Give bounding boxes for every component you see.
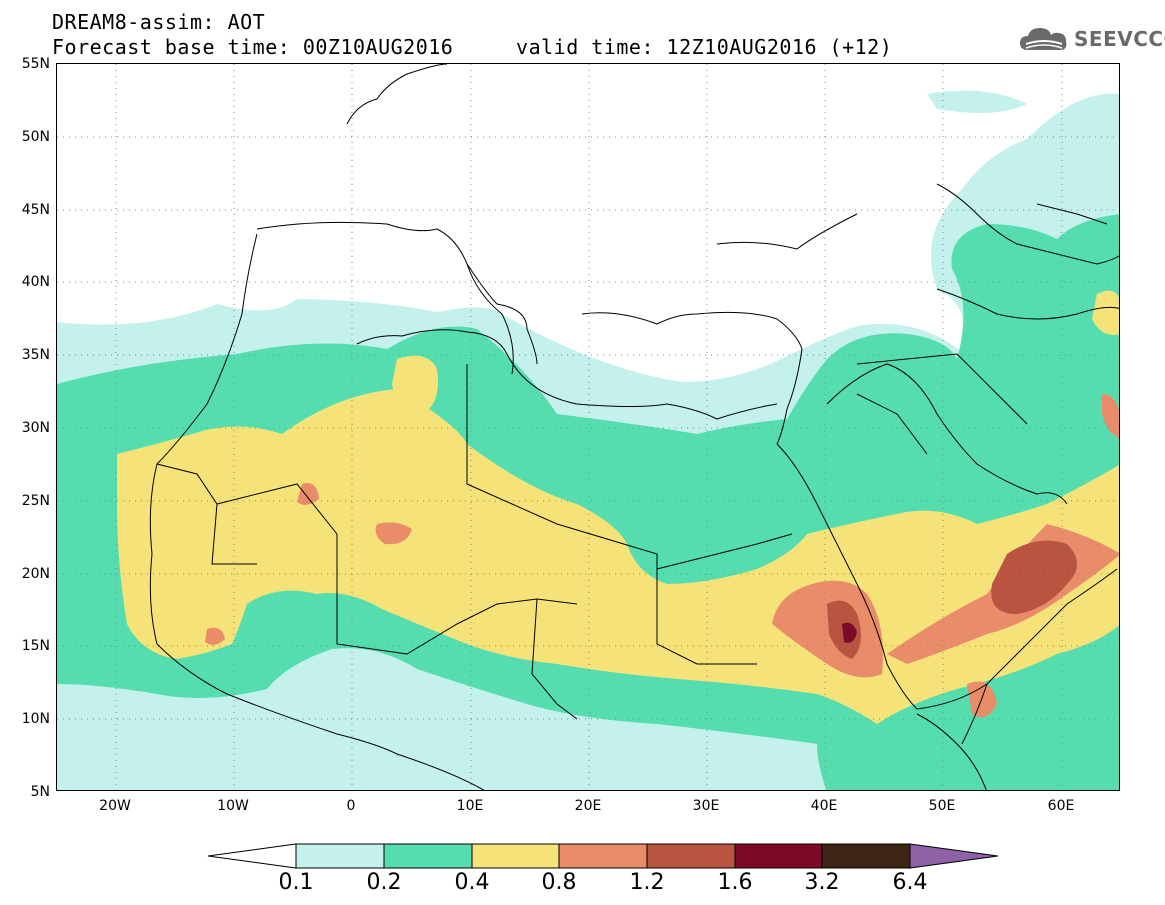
colorbar-label-0-4: 0.4 <box>454 870 490 895</box>
aot-map <box>56 63 1120 791</box>
colorbar-bin-1 <box>295 843 385 869</box>
lat-label-25n: 25N <box>21 493 50 509</box>
colorbar-bin-2 <box>383 843 473 869</box>
colorbar-bin-6 <box>734 843 823 869</box>
chart-title: DREAM8-assim: AOT <box>52 10 266 34</box>
lon-label-30e: 30E <box>692 798 720 814</box>
colorbar-label-1-2: 1.2 <box>629 870 665 895</box>
aot-level-1-6 <box>842 622 857 643</box>
colorbar-label-6-4: 6.4 <box>892 870 928 895</box>
graticule <box>57 64 1119 790</box>
forecast-times: Forecast base time: 00Z10AUG2016 valid t… <box>52 35 892 59</box>
cloud-icon <box>1020 28 1067 50</box>
base-time-label: Forecast base time: 00Z10AUG2016 <box>52 35 454 59</box>
colorbar-label-1-6: 1.6 <box>717 870 753 895</box>
logo-text: SEEVCCC <box>1074 27 1165 51</box>
lat-label-30n: 30N <box>21 420 50 436</box>
lat-label-20n: 20N <box>21 566 50 582</box>
lat-label-5n: 5N <box>30 784 50 800</box>
lat-label-55n: 55N <box>21 56 50 72</box>
lat-label-15n: 15N <box>21 638 50 654</box>
colorbar-label-0-8: 0.8 <box>541 870 577 895</box>
lon-label-60e: 60E <box>1047 798 1075 814</box>
colorbar-bin-7 <box>821 843 911 869</box>
colorbar-label-0-2: 0.2 <box>366 870 402 895</box>
lat-label-40n: 40N <box>21 274 50 290</box>
lon-label-0: 0 <box>346 798 356 814</box>
lat-label-45n: 45N <box>21 202 50 218</box>
colorbar-bin-4 <box>558 843 648 869</box>
colorbar-bin-5 <box>646 843 736 869</box>
aot-level-1-2 <box>827 540 1077 659</box>
lat-label-10n: 10N <box>21 711 50 727</box>
lon-label-50e: 50E <box>928 798 956 814</box>
colorbar-under-arrow <box>207 843 297 869</box>
colorbar-over-arrow <box>909 843 999 869</box>
colorbar-bin-3 <box>471 843 560 869</box>
colorbar-label-3-2: 3.2 <box>804 870 840 895</box>
lat-label-50n: 50N <box>21 129 50 145</box>
lon-label-10e: 10E <box>456 798 484 814</box>
map-canvas <box>57 64 1119 790</box>
lon-label-20w: 20W <box>99 798 131 814</box>
lon-label-10w: 10W <box>217 798 249 814</box>
colorbar <box>207 843 999 869</box>
lon-label-20e: 20E <box>574 798 602 814</box>
colorbar-label-0-1: 0.1 <box>278 870 314 895</box>
lon-label-40e: 40E <box>810 798 838 814</box>
valid-time-label: valid time: 12Z10AUG2016 (+12) <box>516 35 893 59</box>
coastlines <box>149 64 1119 790</box>
lat-label-35n: 35N <box>21 347 50 363</box>
seevccc-logo: SEEVCCC <box>1018 24 1165 54</box>
